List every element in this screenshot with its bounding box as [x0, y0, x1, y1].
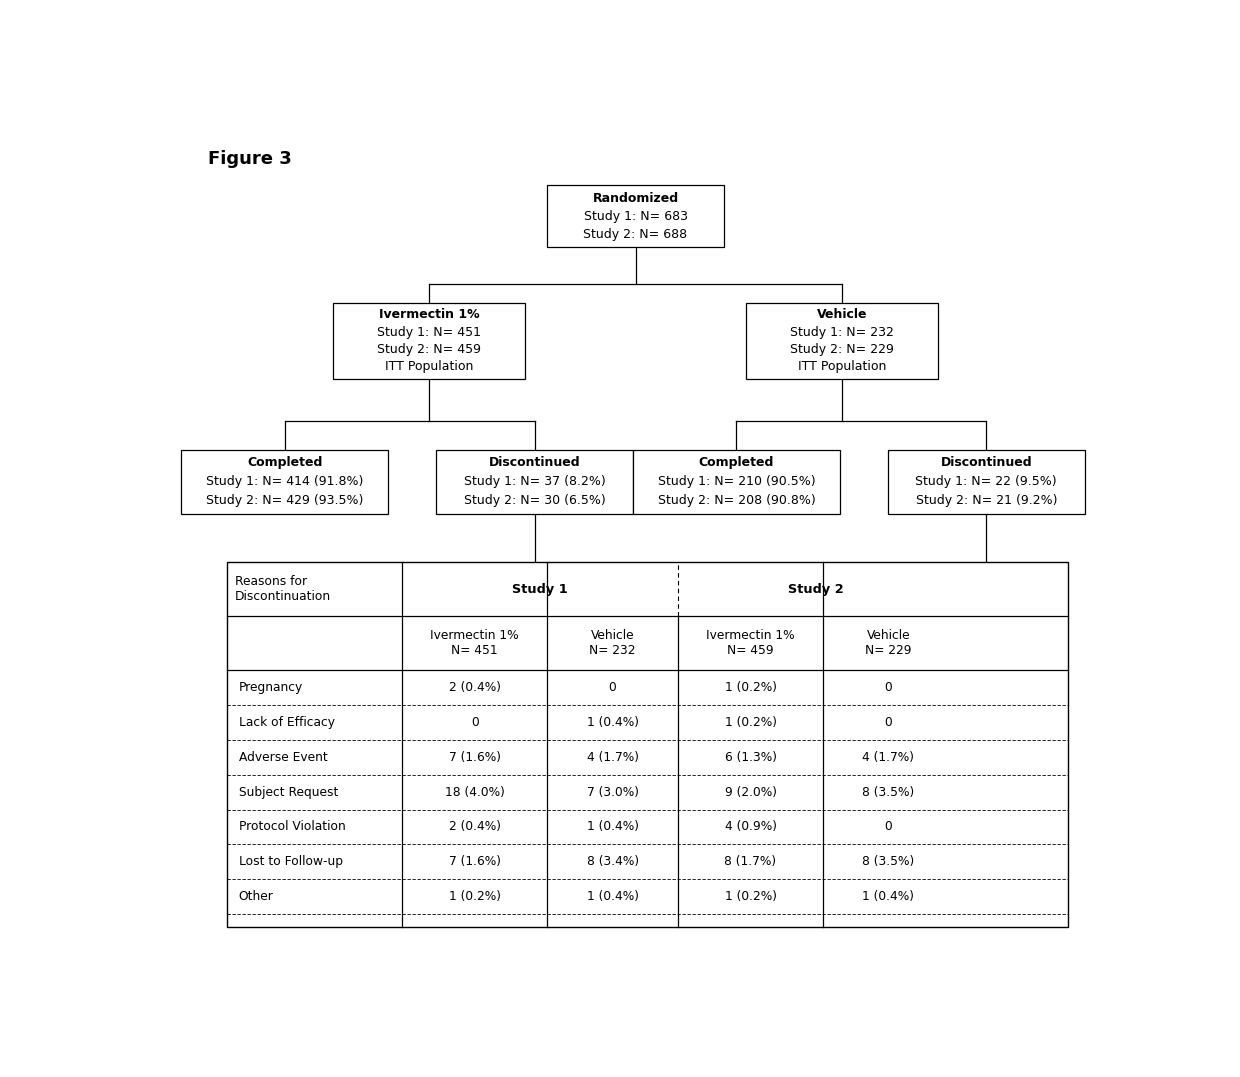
Text: 1 (0.2%): 1 (0.2%): [724, 890, 776, 904]
Text: 6 (1.3%): 6 (1.3%): [724, 751, 776, 764]
Text: Reasons for
Discontinuation: Reasons for Discontinuation: [234, 575, 331, 603]
Text: 0: 0: [884, 716, 893, 729]
Text: 0: 0: [884, 681, 893, 694]
Text: 8 (1.7%): 8 (1.7%): [724, 855, 776, 868]
Text: Study 2: N= 229: Study 2: N= 229: [790, 342, 894, 355]
Text: Ivermectin 1%: Ivermectin 1%: [378, 308, 479, 321]
Text: Study 1: N= 232: Study 1: N= 232: [790, 325, 894, 338]
Text: Pregnancy: Pregnancy: [238, 681, 303, 694]
Text: 2 (0.4%): 2 (0.4%): [449, 821, 501, 834]
Text: Study 1: N= 22 (9.5%): Study 1: N= 22 (9.5%): [915, 475, 1056, 488]
Text: Study 2: N= 208 (90.8%): Study 2: N= 208 (90.8%): [657, 494, 815, 507]
Text: 0: 0: [471, 716, 479, 729]
Text: Study 2: N= 429 (93.5%): Study 2: N= 429 (93.5%): [206, 494, 363, 507]
FancyBboxPatch shape: [888, 450, 1085, 514]
Text: 1 (0.4%): 1 (0.4%): [587, 890, 639, 904]
FancyBboxPatch shape: [547, 185, 724, 248]
Text: Lost to Follow-up: Lost to Follow-up: [238, 855, 342, 868]
Text: 7 (1.6%): 7 (1.6%): [449, 751, 501, 764]
Text: Study 2: N= 21 (9.2%): Study 2: N= 21 (9.2%): [915, 494, 1056, 507]
Text: Study 2: Study 2: [787, 583, 843, 596]
Text: Study 1: Study 1: [512, 583, 568, 596]
FancyBboxPatch shape: [436, 450, 634, 514]
Text: Ivermectin 1%
N= 459: Ivermectin 1% N= 459: [707, 629, 795, 657]
Text: Completed: Completed: [247, 457, 322, 470]
Text: 1 (0.4%): 1 (0.4%): [587, 716, 639, 729]
Text: Vehicle: Vehicle: [817, 308, 867, 321]
Text: Completed: Completed: [698, 457, 774, 470]
Text: Study 2: N= 459: Study 2: N= 459: [377, 342, 481, 355]
Text: Vehicle
N= 229: Vehicle N= 229: [866, 629, 911, 657]
Text: 1 (0.2%): 1 (0.2%): [449, 890, 501, 904]
Text: 7 (3.0%): 7 (3.0%): [587, 785, 639, 799]
Text: 4 (0.9%): 4 (0.9%): [724, 821, 776, 834]
Text: Study 1: N= 210 (90.5%): Study 1: N= 210 (90.5%): [657, 475, 815, 488]
Text: 4 (1.7%): 4 (1.7%): [587, 751, 639, 764]
Text: 18 (4.0%): 18 (4.0%): [445, 785, 505, 799]
Text: Study 1: N= 414 (91.8%): Study 1: N= 414 (91.8%): [206, 475, 363, 488]
Text: 9 (2.0%): 9 (2.0%): [724, 785, 776, 799]
Text: 7 (1.6%): 7 (1.6%): [449, 855, 501, 868]
Text: 8 (3.5%): 8 (3.5%): [862, 855, 915, 868]
Text: 1 (0.2%): 1 (0.2%): [724, 716, 776, 729]
Text: Study 2: N= 30 (6.5%): Study 2: N= 30 (6.5%): [464, 494, 605, 507]
Text: Discontinued: Discontinued: [489, 457, 580, 470]
Text: Adverse Event: Adverse Event: [238, 751, 327, 764]
Text: 1 (0.4%): 1 (0.4%): [587, 821, 639, 834]
Text: Ivermectin 1%
N= 451: Ivermectin 1% N= 451: [430, 629, 520, 657]
Text: Randomized: Randomized: [593, 192, 678, 205]
Text: Study 1: N= 37 (8.2%): Study 1: N= 37 (8.2%): [464, 475, 605, 488]
Text: 8 (3.5%): 8 (3.5%): [862, 785, 915, 799]
Text: Discontinued: Discontinued: [940, 457, 1032, 470]
FancyBboxPatch shape: [227, 562, 1068, 927]
FancyBboxPatch shape: [332, 303, 525, 379]
Text: 4 (1.7%): 4 (1.7%): [863, 751, 914, 764]
Text: Study 1: N= 683: Study 1: N= 683: [584, 210, 687, 223]
Text: 1 (0.2%): 1 (0.2%): [724, 681, 776, 694]
Text: 2 (0.4%): 2 (0.4%): [449, 681, 501, 694]
FancyBboxPatch shape: [181, 450, 388, 514]
Text: Study 2: N= 688: Study 2: N= 688: [584, 228, 687, 241]
Text: Protocol Violation: Protocol Violation: [238, 821, 346, 834]
FancyBboxPatch shape: [634, 450, 839, 514]
Text: 8 (3.4%): 8 (3.4%): [587, 855, 639, 868]
Text: ITT Population: ITT Population: [797, 360, 887, 374]
Text: Vehicle
N= 232: Vehicle N= 232: [589, 629, 636, 657]
FancyBboxPatch shape: [746, 303, 939, 379]
Text: Other: Other: [238, 890, 274, 904]
Text: Study 1: N= 451: Study 1: N= 451: [377, 325, 481, 338]
Text: 0: 0: [884, 821, 893, 834]
Text: Figure 3: Figure 3: [208, 150, 291, 168]
Text: Lack of Efficacy: Lack of Efficacy: [238, 716, 335, 729]
Text: 1 (0.4%): 1 (0.4%): [863, 890, 914, 904]
Text: Subject Request: Subject Request: [238, 785, 339, 799]
Text: 0: 0: [609, 681, 616, 694]
Text: ITT Population: ITT Population: [384, 360, 474, 374]
